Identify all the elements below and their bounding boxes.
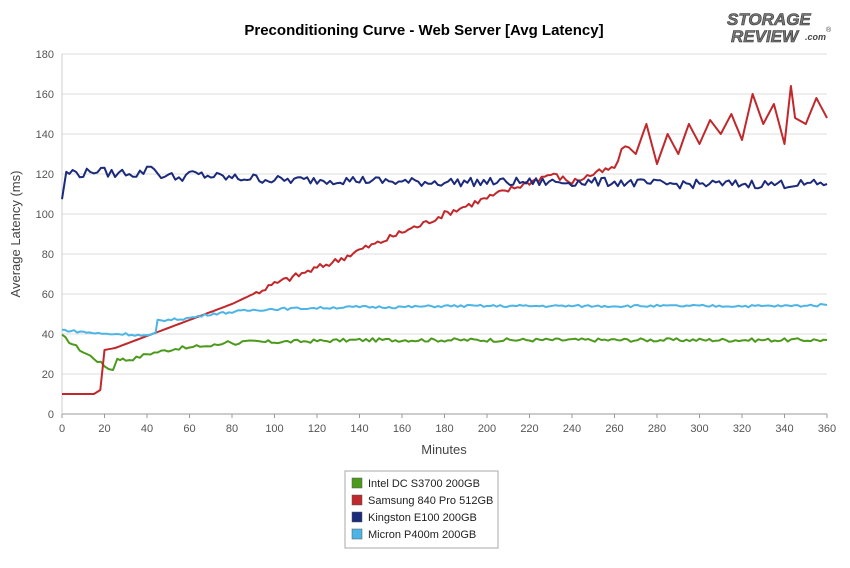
legend: Intel DC S3700 200GB Samsung 840 Pro 512G… [344,470,499,549]
grid-lines [62,53,827,415]
x-axis-ticks: 0 20 40 60 80 100 120 140 160 180 200 220 240 260 280 3… [59,414,836,435]
series-lines [61,85,828,395]
x-tick-label: 100 [265,423,283,435]
series-line-micron-p400m-200gb [61,303,828,337]
legend-box [344,470,499,549]
x-axis-label: Minutes [421,442,467,457]
x-tick-label: 160 [393,423,411,435]
legend-entry: Intel DC S3700 200GB [368,478,480,490]
x-tick-label: 40 [141,423,153,435]
y-tick-label: 160 [36,89,54,101]
x-tick-label: 320 [733,423,751,435]
legend-swatch [351,477,363,489]
x-tick-label: 220 [520,423,538,435]
x-tick-label: 300 [690,423,708,435]
x-tick-label: 360 [818,423,836,435]
logo-line2: REVIEW [731,27,800,46]
legend-swatch [351,494,363,506]
logo-line1: STORAGE [727,10,811,29]
y-tick-label: 120 [36,169,54,181]
x-tick-label: 140 [350,423,368,435]
x-tick-label: 280 [648,423,666,435]
legend-entry: Kingston E100 200GB [368,512,477,524]
y-tick-label: 0 [48,409,54,421]
x-tick-label: 20 [98,423,110,435]
x-tick-label: 180 [435,423,453,435]
x-tick-label: 60 [183,423,195,435]
x-tick-label: 0 [59,423,65,435]
storagereview-logo: STORAGE REVIEW .com ® [727,10,832,47]
x-tick-label: 240 [563,423,581,435]
series-line-kingston-e100-200gb [61,165,828,200]
x-tick-label: 260 [605,423,623,435]
x-tick-label: 200 [478,423,496,435]
legend-entry: Samsung 840 Pro 512GB [368,495,493,507]
x-tick-label: 340 [775,423,793,435]
y-tick-label: 100 [36,209,54,221]
x-tick-label: 80 [226,423,238,435]
y-tick-label: 80 [42,249,54,261]
legend-swatch [351,528,363,540]
series-line-intel-dc-s3700-200gb [61,333,828,371]
legend-entry: Micron P400m 200GB [368,529,476,541]
logo-suffix: .com [805,32,826,42]
y-axis-label: Average Latency (ms) [8,171,23,298]
plot-area [62,54,827,414]
y-tick-label: 40 [42,329,54,341]
y-tick-label: 20 [42,369,54,381]
legend-swatch [351,511,363,523]
chart-title: Preconditioning Curve - Web Server [Avg … [244,22,603,39]
logo-registered-mark: ® [826,26,832,34]
y-tick-label: 140 [36,129,54,141]
y-tick-label: 180 [36,49,54,61]
x-tick-label: 120 [308,423,326,435]
y-axis-ticks: 0 20 40 60 80 100 120 140 160 180 [36,49,54,421]
y-tick-label: 60 [42,289,54,301]
